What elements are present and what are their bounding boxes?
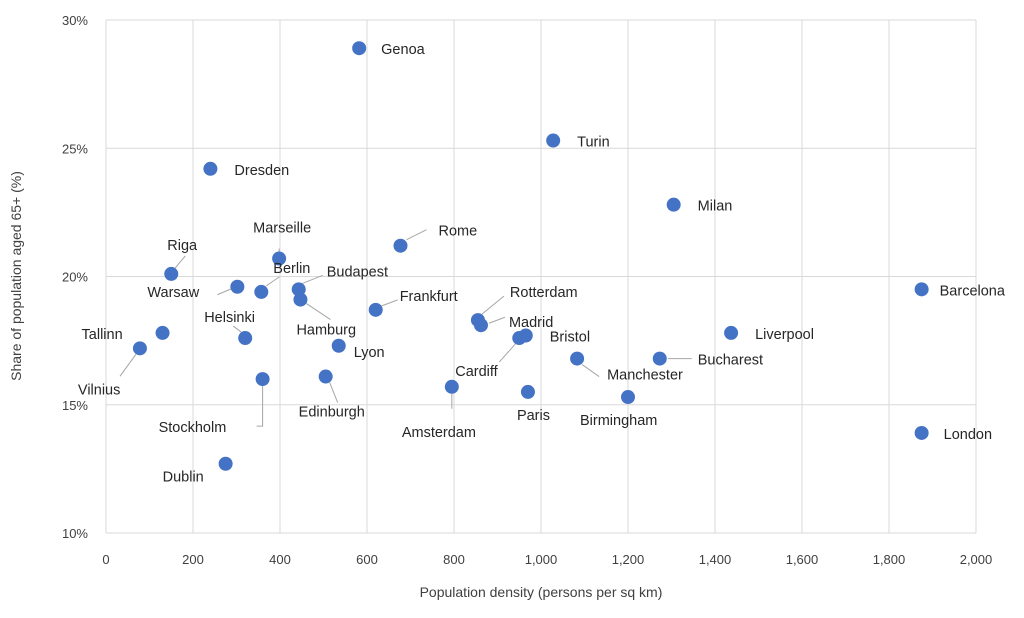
point-rome [393,238,408,253]
x-tick-label: 0 [102,552,109,567]
label-hamburg: Hamburg [296,323,356,339]
y-tick-label: 20% [62,270,88,285]
point-lyon [331,338,346,353]
point-vilnius [132,341,147,356]
y-tick-label: 10% [62,526,88,541]
label-helsinki: Helsinki [204,310,255,326]
label-bristol: Bristol [550,329,590,345]
point-frankfurt [368,302,383,317]
point-turin [546,133,561,148]
label-warsaw: Warsaw [147,285,199,301]
leader-line-edinburgh [329,382,339,403]
label-tallinn: Tallinn [82,327,123,343]
x-tick-label: 1,400 [699,552,732,567]
label-amsterdam: Amsterdam [402,425,476,441]
label-barcelona: Barcelona [940,283,1006,299]
label-paris: Paris [517,408,550,424]
leader-line-budapest [302,274,323,284]
x-tick-label: 1,600 [786,552,819,567]
data-points [132,41,929,471]
point-riga [164,266,179,281]
point-barcelona [914,282,929,297]
x-tick-label: 1,000 [525,552,558,567]
leader-line-cardiff [498,343,516,363]
point-cardiff [512,331,527,346]
point-madrid [473,318,488,333]
x-tick-label: 800 [443,552,465,567]
label-rome: Rome [438,224,477,240]
label-marseille: Marseille [253,221,311,237]
point-london [914,425,929,440]
label-rotterdam: Rotterdam [510,285,578,301]
point-dublin [218,456,233,471]
y-tick-label: 30% [62,13,88,28]
data-labels: Genoa Turin Dresden Milan Rome Marseille Riga B… [78,42,1006,486]
y-tick-label: 25% [62,141,88,156]
label-liverpool: Liverpool [755,327,814,343]
x-axis-label: Population density (persons per sq km) [420,584,663,600]
point-amsterdam [444,379,459,394]
label-milan: Milan [698,199,733,215]
point-berlin [254,284,269,299]
point-marseille [272,251,287,266]
x-tick-label: 1,800 [873,552,906,567]
x-axis-ticks: 0 200 400 600 800 1,000 1,200 1,400 1,600 1,800 2,… [102,552,992,567]
label-berlin: Berlin [273,261,310,277]
point-milan [666,197,681,212]
point-dresden [203,161,218,176]
point-warsaw [230,279,245,294]
label-cardiff: Cardiff [455,364,498,380]
point-stockholm [255,372,270,387]
point-paris [520,384,535,399]
x-tick-label: 1,200 [612,552,645,567]
gridlines [105,19,977,534]
label-madrid: Madrid [509,315,553,331]
label-vilnius: Vilnius [78,382,120,398]
leader-line-rotterdam [481,295,505,315]
label-stockholm: Stockholm [159,420,227,436]
leader-line-hamburg [306,303,331,321]
point-tallinn [155,325,170,340]
point-bucharest [652,351,667,366]
label-leader-lines [119,229,692,427]
leader-line-helsinki [232,325,242,333]
leader-line-madrid [488,316,506,324]
leader-line-warsaw [217,288,232,296]
x-tick-label: 400 [269,552,291,567]
label-bucharest: Bucharest [698,353,763,369]
label-birmingham: Birmingham [580,413,657,429]
point-edinburgh [318,369,333,384]
x-tick-label: 200 [182,552,204,567]
label-frankfurt: Frankfurt [400,289,458,305]
point-liverpool [724,325,739,340]
label-london: London [944,427,992,443]
label-budapest: Budapest [327,264,388,280]
leader-line-berlin [266,276,280,287]
label-turin: Turin [577,135,610,151]
y-tick-label: 15% [62,398,88,413]
x-tick-label: 600 [356,552,378,567]
leader-line-stockholm [256,386,264,427]
label-riga: Riga [167,238,198,254]
label-genoa: Genoa [381,42,425,58]
x-tick-label: 2,000 [960,552,993,567]
leader-line-riga [174,255,186,269]
label-lyon: Lyon [354,345,385,361]
point-birmingham [621,390,635,405]
label-dresden: Dresden [234,163,289,179]
point-helsinki [238,331,253,346]
label-dublin: Dublin [163,470,204,486]
y-axis-label: Share of population aged 65+ (%) [8,171,24,381]
leader-line-manchester [581,364,600,377]
point-manchester [570,351,585,366]
leader-line-rome [406,229,427,241]
label-edinburgh: Edinburgh [299,405,365,421]
point-genoa [352,41,367,56]
point-hamburg [293,292,308,307]
label-manchester: Manchester [607,368,683,384]
leader-line-vilnius [119,354,137,377]
y-axis-ticks: 10% 15% 20% 25% 30% [62,13,88,541]
leader-line-frankfurt [381,299,398,307]
